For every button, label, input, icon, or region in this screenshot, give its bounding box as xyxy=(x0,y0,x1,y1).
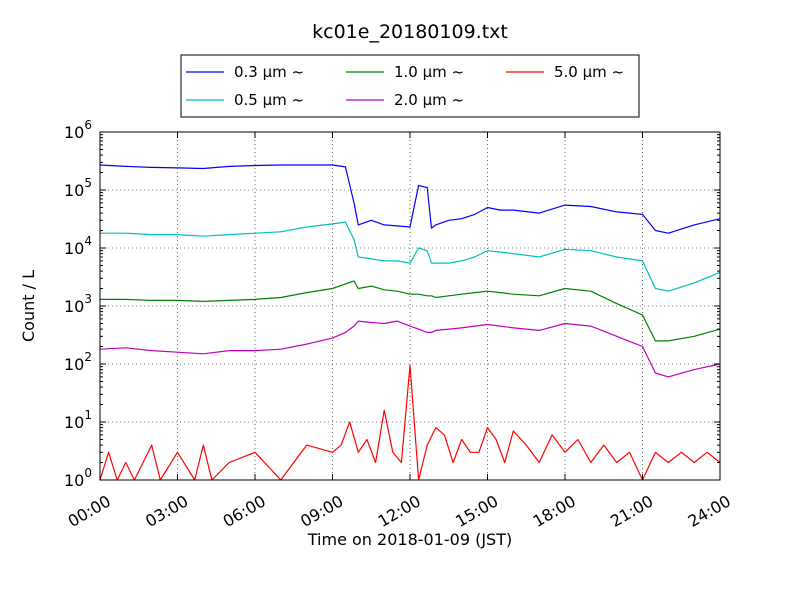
legend-label-1: 0.3 μm ~ xyxy=(234,63,304,81)
x-tick-label: 24:00 xyxy=(685,491,734,531)
chart-title: kc01e_20180109.txt xyxy=(312,21,508,43)
y-tick-label: 103 xyxy=(64,292,92,316)
legend-label-4: 2.0 μm ~ xyxy=(394,91,464,109)
legend: 0.3 μm ~ 0.5 μm ~ 1.0 μm ~ 2.0 μm ~ 5.0 μm ~ xyxy=(180,54,640,118)
y-tick-label: 105 xyxy=(64,176,92,200)
series-line-2 xyxy=(100,221,721,292)
series-line-5 xyxy=(99,364,721,481)
y-tick-label: 100 xyxy=(64,466,92,490)
legend-label-5: 5.0 μm ~ xyxy=(554,63,624,81)
x-tick-label: 21:00 xyxy=(607,491,656,531)
series-line-3 xyxy=(100,280,721,342)
x-tick-label: 00:00 xyxy=(65,491,114,531)
grid-lines xyxy=(100,132,720,480)
x-tick-label: 03:00 xyxy=(142,491,191,531)
y-axis-title: Count / L xyxy=(19,270,38,342)
x-tick-label: 15:00 xyxy=(452,491,501,531)
y-tick-label: 106 xyxy=(64,118,92,142)
series-line-1 xyxy=(99,164,721,234)
y-tick-label: 102 xyxy=(64,350,92,374)
series-line-4 xyxy=(99,320,721,378)
y-tick-label: 101 xyxy=(64,408,92,432)
x-tick-label: 18:00 xyxy=(530,491,579,531)
x-tick-label: 09:00 xyxy=(297,491,346,531)
series-layer xyxy=(99,164,721,481)
x-axis-title: Time on 2018-01-09 (JST) xyxy=(307,530,512,549)
y-tick-label: 104 xyxy=(64,234,92,258)
legend-box xyxy=(180,54,640,118)
x-tick-label: 06:00 xyxy=(220,491,269,531)
x-tick-label: 12:00 xyxy=(375,491,424,531)
legend-label-3: 1.0 μm ~ xyxy=(394,63,464,81)
legend-label-2: 0.5 μm ~ xyxy=(234,91,304,109)
